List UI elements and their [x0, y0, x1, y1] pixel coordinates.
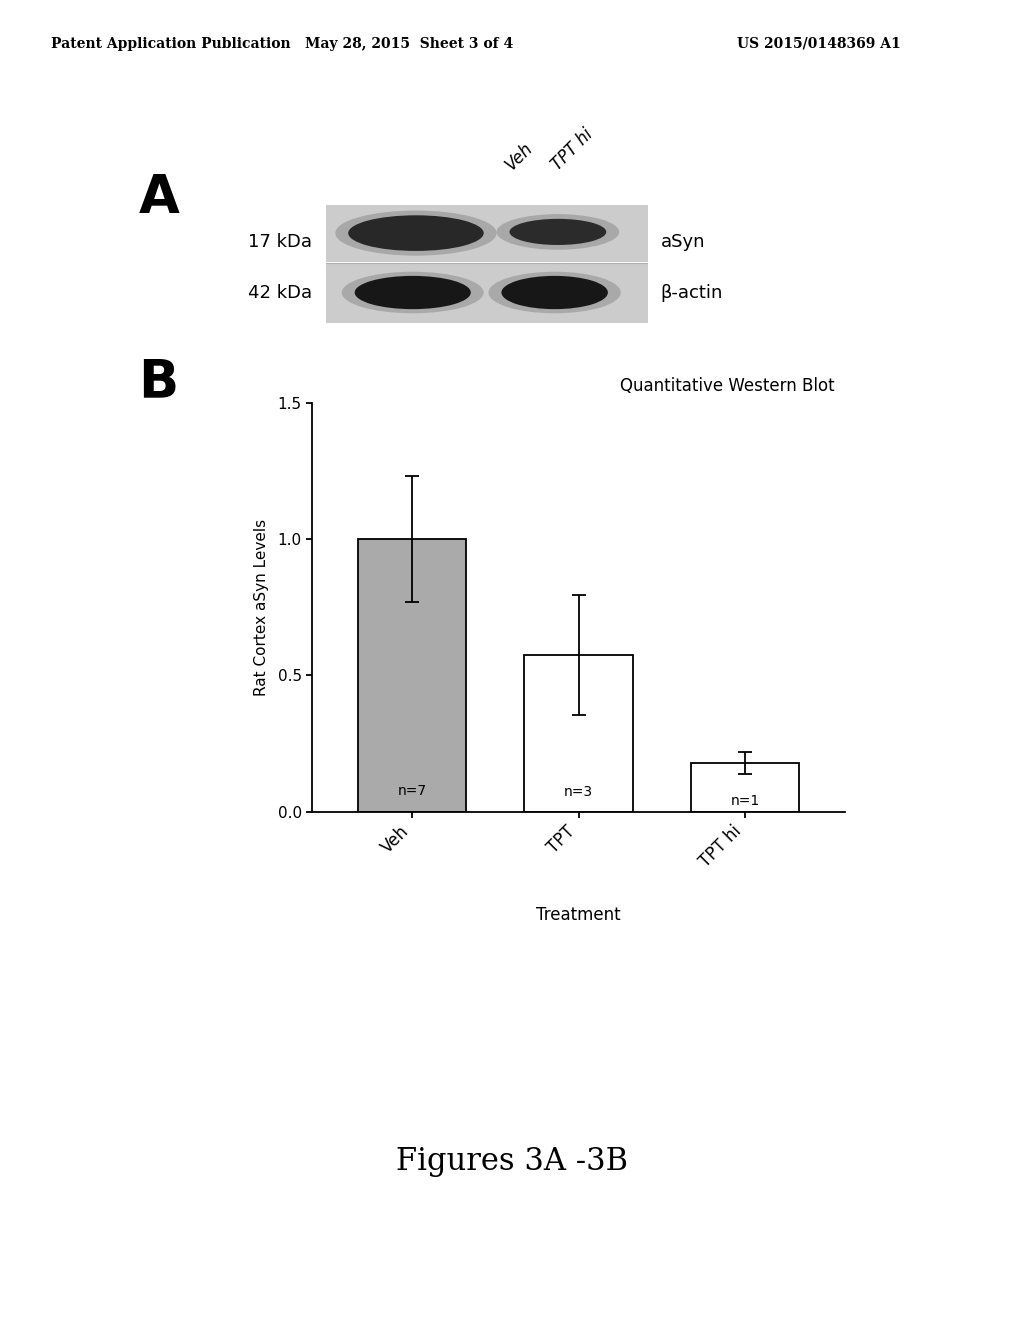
Bar: [691, 763, 799, 812]
Ellipse shape: [342, 272, 483, 313]
Bar: [326, 264, 648, 323]
Text: A: A: [138, 172, 179, 223]
Ellipse shape: [510, 219, 606, 246]
Bar: [326, 205, 648, 261]
Text: 17 kDa: 17 kDa: [248, 232, 312, 251]
Text: n=7: n=7: [397, 784, 427, 799]
Text: Figures 3A -3B: Figures 3A -3B: [396, 1146, 628, 1177]
Ellipse shape: [502, 276, 608, 309]
Text: aSyn: aSyn: [660, 232, 705, 251]
Ellipse shape: [497, 214, 620, 249]
Text: Veh: Veh: [502, 140, 537, 174]
Ellipse shape: [335, 211, 497, 256]
Y-axis label: Rat Cortex aSyn Levels: Rat Cortex aSyn Levels: [254, 519, 269, 696]
Text: n=1: n=1: [730, 793, 760, 808]
Text: Quantitative Western Blot: Quantitative Western Blot: [620, 378, 835, 396]
Text: Patent Application Publication: Patent Application Publication: [51, 37, 291, 51]
Bar: [524, 655, 633, 812]
Bar: [358, 539, 466, 812]
Text: β-actin: β-actin: [660, 284, 723, 302]
Text: US 2015/0148369 A1: US 2015/0148369 A1: [737, 37, 901, 51]
Ellipse shape: [348, 215, 483, 251]
Text: TPT hi: TPT hi: [548, 125, 596, 174]
Ellipse shape: [354, 276, 471, 309]
Text: May 28, 2015  Sheet 3 of 4: May 28, 2015 Sheet 3 of 4: [305, 37, 514, 51]
X-axis label: Treatment: Treatment: [537, 906, 621, 924]
Text: n=3: n=3: [564, 785, 593, 799]
Text: B: B: [138, 356, 178, 408]
Text: 42 kDa: 42 kDa: [248, 284, 312, 302]
Ellipse shape: [488, 272, 621, 313]
